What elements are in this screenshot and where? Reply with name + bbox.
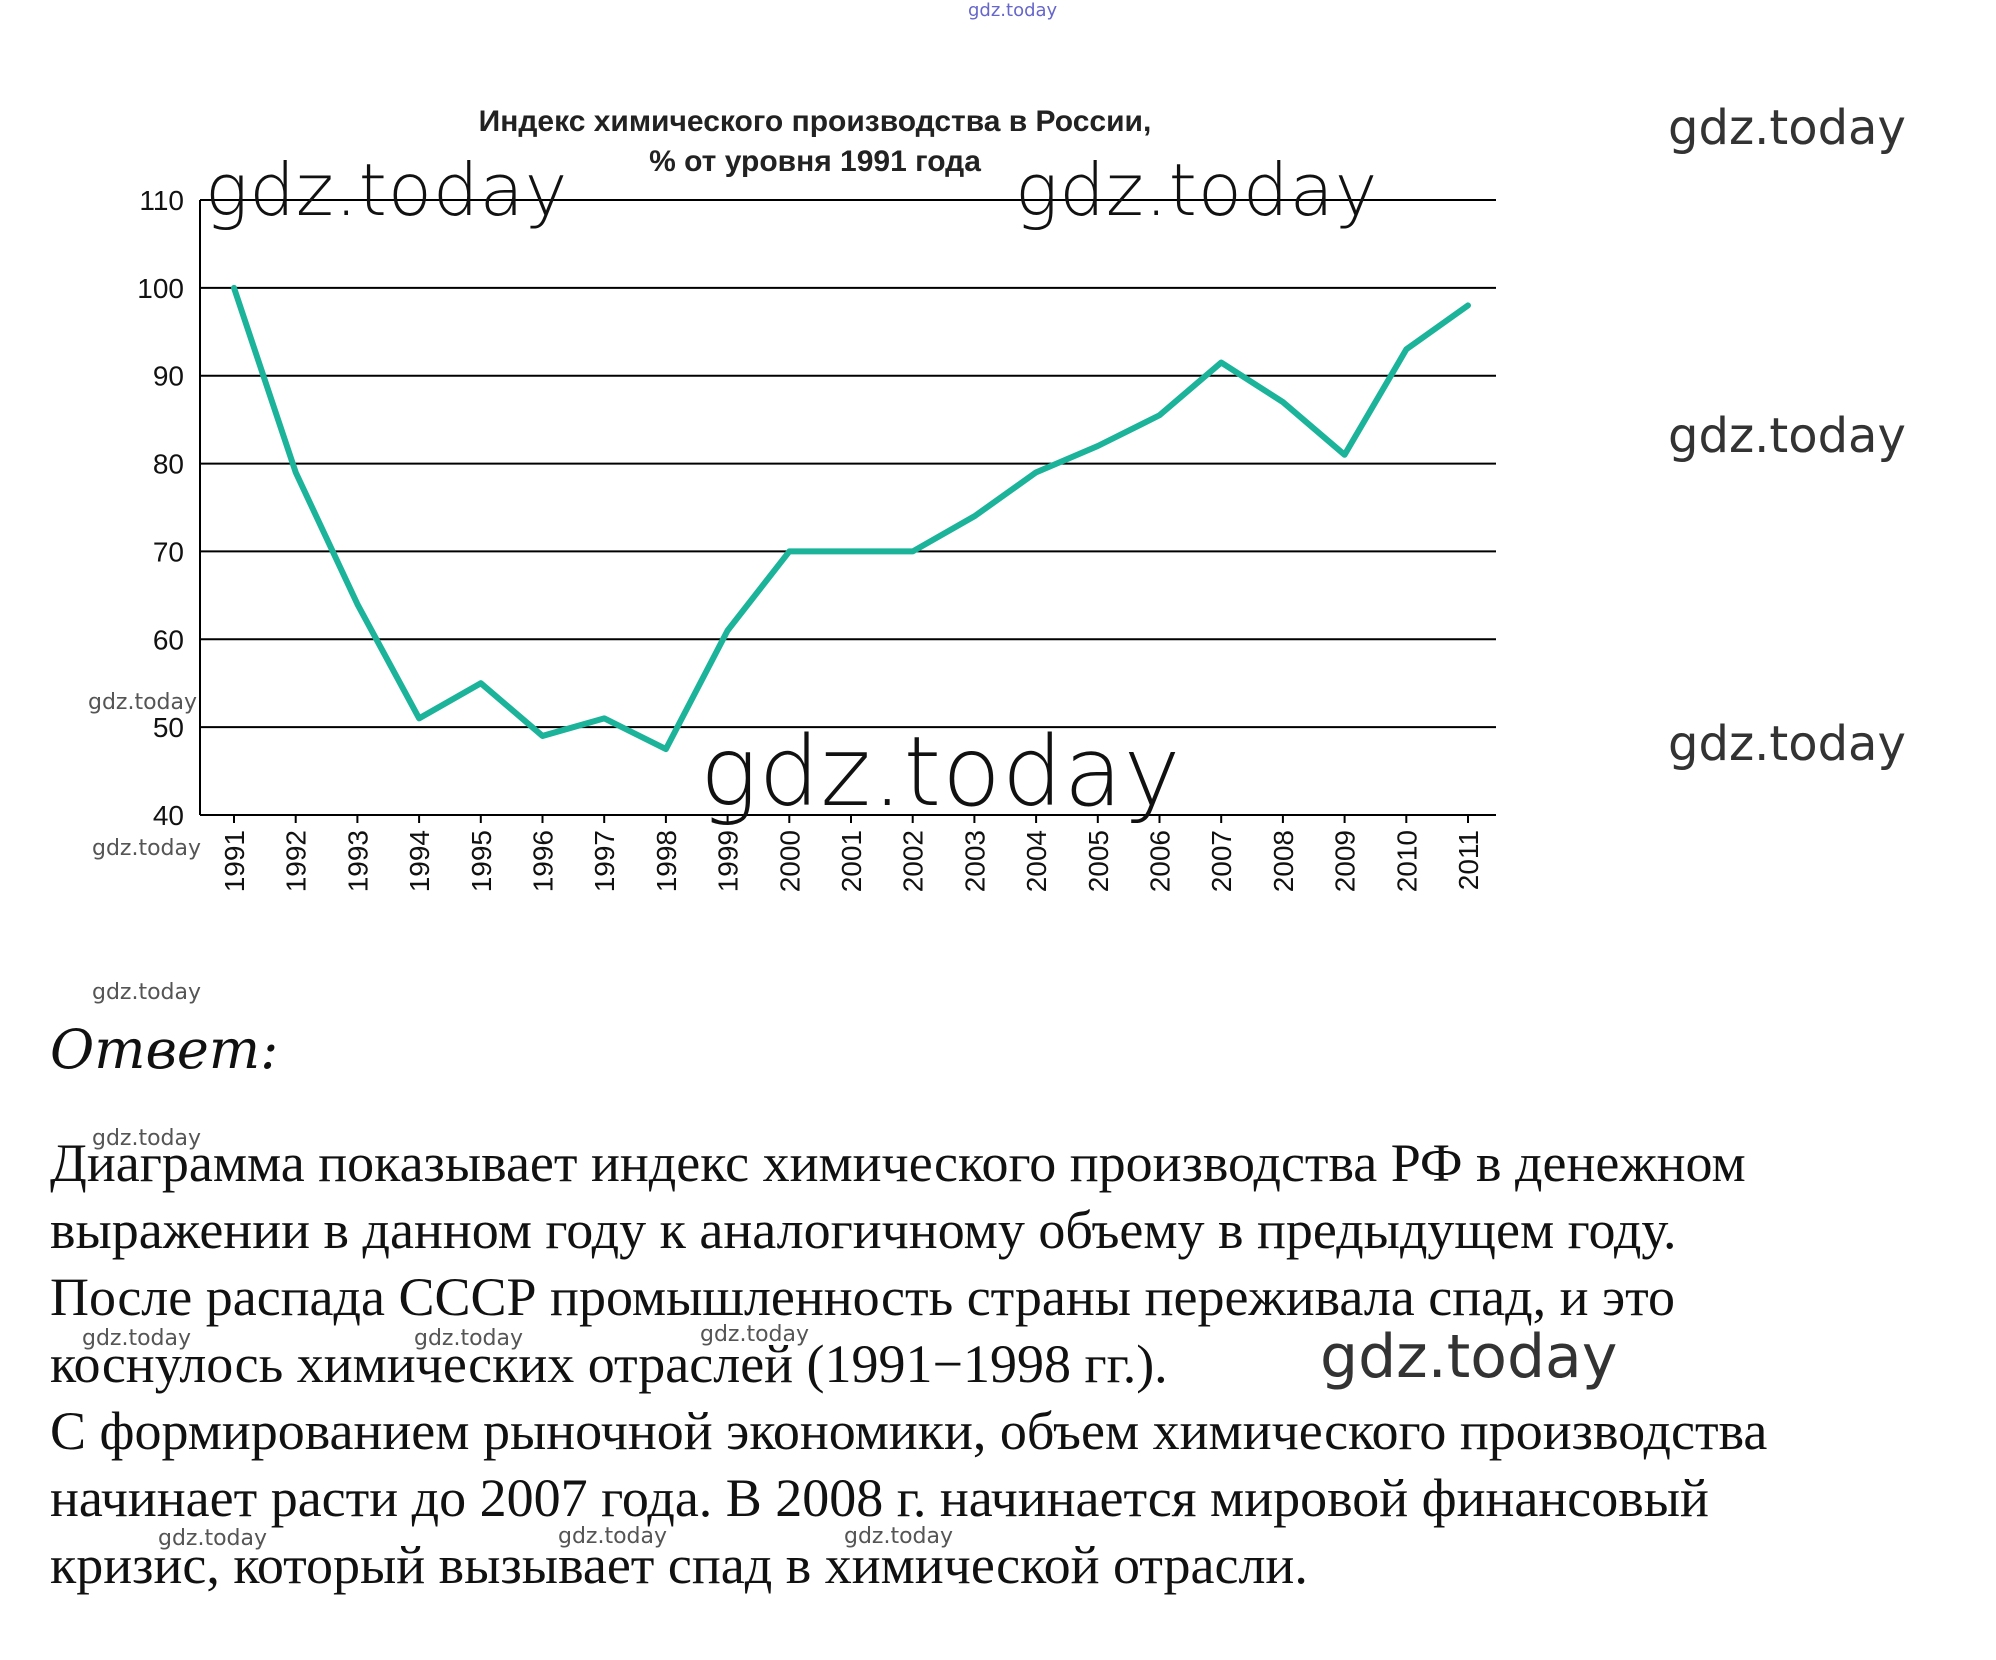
answer-line: Диаграмма показывает индекс химического … [50,1133,1746,1193]
x-tick-label: 1991 [219,830,250,892]
grid-lines [199,199,1496,816]
watermark-small-text-5: gdz.today [158,1526,268,1551]
y-axis-ticks: 110 100 90 80 70 60 50 40 [137,185,184,831]
chart-title: Индекс химического производства в России… [479,105,1152,138]
x-tick-label: 2009 [1330,830,1361,892]
watermark-text-large: gdz.today [1320,1322,1618,1392]
x-tick-label: 2008 [1268,830,1299,892]
watermark-small-axis-1: gdz.today [88,690,198,715]
answer-line: начинает расти до 2007 года. В 2008 г. н… [50,1468,1709,1528]
x-tick-label: 2003 [959,830,990,892]
watermark-chart-topleft: gdz.today [205,148,569,232]
x-tick-label: 2007 [1206,830,1237,892]
watermark-small-axis-2: gdz.today [92,836,202,861]
x-tick-label: 1992 [281,830,312,892]
answer-body: Диаграмма показывает индекс химического … [50,1130,1950,1599]
chart: Индекс химического производства в России… [137,105,1496,892]
x-tick-label: 1996 [528,830,559,892]
y-tick-label: 100 [137,273,184,304]
watermark-small-text-4: gdz.today [700,1322,810,1347]
series-line [231,284,1471,753]
x-tick-label: 1993 [342,830,373,892]
x-tick-label: 2010 [1391,830,1422,892]
x-tick-label: 2000 [774,830,805,892]
answer-line: кризис, который вызывает спад в химическ… [50,1535,1308,1595]
x-tick-label: 1995 [466,830,497,892]
y-tick-label: 40 [153,800,184,831]
watermark-chart-topcenter: gdz.today [1015,148,1379,232]
answer-line: После распада СССР промышленность страны… [50,1267,1676,1327]
y-tick-label: 60 [153,624,184,655]
watermark-right-2: gdz.today [1668,408,1906,464]
x-tick-label: 1994 [404,830,435,892]
series-layer [231,284,1471,753]
x-tick-label: 2001 [836,830,867,892]
x-tick-label: 2002 [898,830,929,892]
answer-heading: Ответ: [50,1018,279,1081]
watermark-small-text-7: gdz.today [844,1524,954,1549]
y-tick-label: 70 [153,536,184,567]
watermark-small-text-6: gdz.today [558,1524,668,1549]
x-tick-label: 1998 [651,830,682,892]
x-axis-ticks: 1991 1992 1993 1994 1995 1996 1997 1998 1999 2000… [219,815,1484,892]
watermark-right-3: gdz.today [1668,716,1906,772]
watermark-small-mid: gdz.today [92,980,202,1005]
y-tick-label: 90 [153,361,184,392]
watermark-right-1: gdz.today [1668,100,1906,156]
answer-line: С формированием рыночной экономики, объе… [50,1401,1768,1461]
x-tick-label: 2011 [1453,830,1484,890]
y-tick-label: 80 [153,449,184,480]
x-tick-label: 2005 [1083,830,1114,892]
chart-subtitle: % от уровня 1991 года [649,145,981,178]
watermark-small-text-2: gdz.today [82,1326,192,1351]
watermark-small-text-1: gdz.today [92,1126,202,1151]
x-tick-label: 1999 [713,830,744,892]
x-tick-label: 2006 [1145,830,1176,892]
x-tick-label: 2004 [1021,830,1052,892]
answer-line: коснулось химических отраслей (1991−1998… [50,1334,1168,1394]
answer-line: выражении в данном году к аналогичному о… [50,1200,1677,1260]
y-tick-label: 110 [139,185,184,216]
x-tick-label: 1997 [589,830,620,892]
watermark-chart-center: gdz.today [700,716,1182,828]
watermark-small-text-3: gdz.today [414,1326,524,1351]
y-tick-label: 50 [153,712,184,743]
watermark-top: gdz.today [968,0,1058,21]
